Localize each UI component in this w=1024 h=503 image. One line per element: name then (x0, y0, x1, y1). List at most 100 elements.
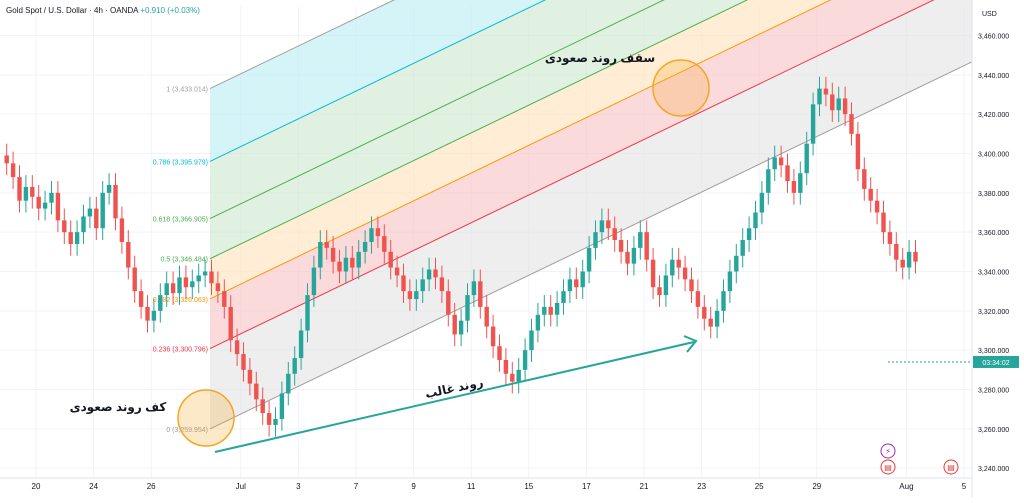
x-tick-label: 7 (354, 482, 359, 491)
candle-body (241, 354, 246, 370)
candle-body (170, 283, 176, 294)
candle-body (145, 306, 150, 321)
candle-body (830, 94, 835, 111)
candle-body (68, 232, 73, 244)
candle-body (30, 186, 35, 197)
candle-body (503, 360, 509, 374)
candle-body (426, 269, 432, 280)
candle-body (695, 291, 701, 307)
candle-body (465, 295, 470, 321)
candle-body (260, 399, 265, 414)
candle-body (100, 192, 105, 229)
candle-body (606, 220, 611, 229)
candle-body (676, 259, 681, 268)
candle-body (714, 310, 720, 327)
candle-body (446, 291, 451, 315)
fibonacci-channel[interactable]: 0 (3,259.954) 0.236 (3,300.796) 0.382 (3,3… (153, 0, 973, 434)
candle-body (177, 277, 182, 294)
candle-body (62, 220, 67, 233)
fib-label: 0.786 (3,395.979) (153, 159, 208, 166)
candle-body (343, 257, 349, 272)
fib-label: 0.236 (3,300.796) (153, 347, 208, 354)
candle-body (151, 310, 157, 321)
candle-body (23, 186, 29, 201)
candle-body (663, 275, 669, 296)
x-tick-label: 3 (296, 482, 301, 491)
candle-body (746, 228, 752, 241)
candle-body (702, 306, 707, 319)
y-tick-label: 3,420.000 (978, 112, 1009, 119)
candle-body (87, 208, 93, 217)
y-tick-label: 3,260.000 (978, 427, 1009, 434)
x-tick-label: 24 (89, 482, 98, 491)
candle-body (804, 143, 809, 174)
candle-body (593, 232, 598, 248)
candle-body (222, 291, 227, 307)
candle-body (350, 257, 355, 268)
candle-body (138, 291, 144, 307)
candle-body (772, 157, 777, 170)
x-tick-label: 29 (812, 482, 821, 491)
x-tick-label: Jul (236, 482, 246, 491)
candle-body (887, 232, 893, 244)
candle-body (388, 251, 393, 268)
trend-arrowhead (683, 335, 698, 353)
candle-body (337, 261, 342, 272)
candle-body (567, 279, 573, 292)
candle-body (484, 306, 489, 327)
candle-body (414, 291, 419, 300)
candle-body (574, 279, 579, 288)
y-tick-label: 3,440.000 (978, 73, 1009, 80)
candle-body (791, 181, 797, 193)
candle-body (868, 188, 873, 201)
candle-body (394, 267, 400, 276)
candle-body (49, 192, 54, 203)
x-tick-label: Aug (899, 482, 913, 491)
x-tick-label: 17 (582, 482, 591, 491)
candle-body (766, 169, 771, 193)
candle-body (644, 232, 649, 260)
candle-body (74, 232, 80, 244)
candle-body (785, 165, 790, 182)
candle-body (625, 251, 630, 264)
candle-body (106, 184, 112, 193)
candle-body (529, 330, 534, 351)
x-tick-label: 20 (32, 482, 41, 491)
candle-body (842, 98, 848, 115)
floor-label: کف روند صعودی (70, 400, 167, 415)
candle-body (433, 269, 438, 278)
candle-body (516, 369, 521, 382)
fib-label: 0.5 (3,346.484) (161, 257, 208, 264)
candle-body (273, 419, 278, 425)
candle-body (132, 267, 137, 292)
candle-body (740, 240, 745, 256)
candle-body (158, 295, 163, 311)
event-glyph: ▤ (884, 463, 892, 472)
candle-body (458, 320, 464, 335)
candle-body (522, 350, 528, 370)
candle-body (266, 413, 272, 425)
candle-body (94, 208, 99, 229)
candle-body (478, 281, 483, 307)
candle-body (279, 393, 285, 419)
candle-body (548, 306, 553, 315)
ceiling-label: سقف روند صعودی (545, 51, 655, 66)
candle-body (554, 302, 560, 315)
candle-body (836, 98, 841, 111)
candle-body (727, 271, 733, 292)
candle-body (234, 340, 240, 355)
currency-label: USD (982, 11, 997, 18)
candle-body (535, 314, 541, 331)
candle-body (126, 242, 131, 268)
candle-body (689, 279, 694, 292)
fib-line (209, 0, 547, 162)
fib-line (209, 0, 749, 260)
fib-label: 1 (3,433.014) (166, 87, 208, 94)
candle-body (490, 326, 496, 347)
y-tick-label: 3,320.000 (978, 309, 1009, 316)
candle-body (874, 200, 880, 213)
